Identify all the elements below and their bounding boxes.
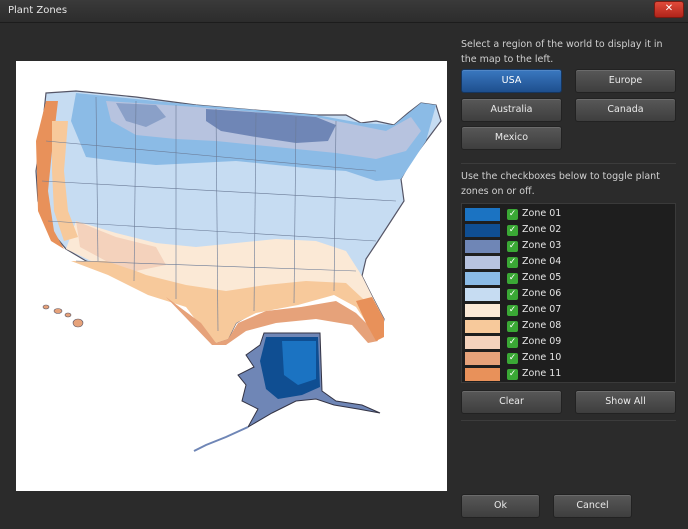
zone-swatch (465, 352, 500, 365)
zone-swatch (465, 304, 500, 317)
check-icon: ✓ (508, 289, 517, 299)
check-icon: ✓ (508, 257, 517, 267)
zone-label: Zone 09 (522, 336, 562, 347)
zone-checkbox[interactable]: ✓ (507, 257, 518, 268)
close-icon: ✕ (664, 3, 674, 14)
zone-label: Zone 11 (522, 368, 562, 379)
check-icon: ✓ (508, 273, 517, 283)
zone-row-01[interactable]: ✓ Zone 01 (465, 207, 670, 222)
west-coast-zone-10 (36, 101, 64, 249)
zone-checkbox[interactable]: ✓ (507, 209, 518, 220)
zone-checkbox[interactable]: ✓ (507, 289, 518, 300)
check-icon: ✓ (508, 241, 517, 251)
zone-swatch (465, 368, 500, 381)
zone-swatch (465, 224, 500, 237)
zone-label: Zone 03 (522, 240, 562, 251)
zone-08-band (71, 261, 376, 343)
check-icon: ✓ (508, 353, 517, 363)
title-bar: Plant Zones ✕ (0, 0, 688, 23)
check-icon: ✓ (508, 321, 517, 331)
zone-09-band (166, 297, 378, 345)
florida-zone-10 (356, 297, 384, 341)
zone-02-region (116, 103, 166, 127)
zone-label: Zone 01 (522, 208, 562, 219)
zone-row-07[interactable]: ✓ Zone 07 (465, 303, 670, 318)
map-panel (16, 61, 447, 491)
zone-label: Zone 08 (522, 320, 562, 331)
zone-checkbox[interactable]: ✓ (507, 337, 518, 348)
zone-checkbox[interactable]: ✓ (507, 321, 518, 332)
zone-row-02[interactable]: ✓ Zone 02 (465, 223, 670, 238)
zone-label: Zone 06 (522, 288, 562, 299)
alaska-zone-01 (282, 341, 316, 385)
zone-checkbox[interactable]: ✓ (507, 225, 518, 236)
zone-checkbox[interactable]: ✓ (507, 241, 518, 252)
zone-checkbox[interactable]: ✓ (507, 369, 518, 380)
clear-button[interactable]: Clear (461, 390, 562, 414)
desert-southwest (76, 221, 166, 271)
close-button[interactable]: ✕ (654, 1, 684, 18)
zone-swatch (465, 272, 500, 285)
zone-list: ✓ Zone 01 ✓ Zone 02 ✓ Zone 03 ✓ Zone 04 … (461, 203, 676, 383)
zone-row-04[interactable]: ✓ Zone 04 (465, 255, 670, 270)
zone-swatch (465, 288, 500, 301)
region-button-usa[interactable]: USA (461, 69, 562, 93)
aleutian-islands (193, 426, 249, 452)
zone-row-09[interactable]: ✓ Zone 09 (465, 335, 670, 350)
section-divider (461, 420, 676, 421)
state-lines (41, 96, 397, 332)
region-button-australia[interactable]: Australia (461, 98, 562, 122)
zone-row-05[interactable]: ✓ Zone 05 (465, 271, 670, 286)
zone-label: Zone 04 (522, 256, 562, 267)
check-icon: ✓ (508, 209, 517, 219)
check-icon: ✓ (508, 225, 517, 235)
zone-checkbox[interactable]: ✓ (507, 305, 518, 316)
region-button-mexico[interactable]: Mexico (461, 126, 562, 150)
zone-checkbox[interactable]: ✓ (507, 273, 518, 284)
region-instruction: Select a region of the world to display … (461, 39, 663, 65)
zone-row-03[interactable]: ✓ Zone 03 (465, 239, 670, 254)
region-button-europe[interactable]: Europe (575, 69, 676, 93)
zone-row-08[interactable]: ✓ Zone 08 (465, 319, 670, 334)
zone-swatch (465, 240, 500, 253)
usa-plant-zone-map (35, 90, 442, 452)
zone-row-10[interactable]: ✓ Zone 10 (465, 351, 670, 366)
zone-swatch (465, 320, 500, 333)
zone-label: Zone 05 (522, 272, 562, 283)
zone-swatch (465, 256, 500, 269)
zones-instruction: Use the checkboxes below to toggle plant… (461, 171, 660, 197)
hawaii-islands (42, 304, 84, 328)
ok-button[interactable]: Ok (461, 494, 540, 518)
zone-checkbox[interactable]: ✓ (507, 353, 518, 364)
zone-row-11[interactable]: ✓ Zone 11 (465, 367, 670, 382)
show-all-button[interactable]: Show All (575, 390, 676, 414)
zone-03-region (206, 109, 336, 143)
window-title: Plant Zones (8, 5, 68, 16)
check-icon: ✓ (508, 369, 517, 379)
zone-swatch (465, 336, 500, 349)
west-coast-zone-08 (52, 121, 78, 241)
region-button-canada[interactable]: Canada (575, 98, 676, 122)
zone-label: Zone 10 (522, 352, 562, 363)
zone-row-06[interactable]: ✓ Zone 06 (465, 287, 670, 302)
section-divider (461, 163, 676, 164)
check-icon: ✓ (508, 305, 517, 315)
zone-label: Zone 07 (522, 304, 562, 315)
zone-label: Zone 02 (522, 224, 562, 235)
cancel-button[interactable]: Cancel (553, 494, 632, 518)
zone-swatch (465, 208, 500, 221)
check-icon: ✓ (508, 337, 517, 347)
